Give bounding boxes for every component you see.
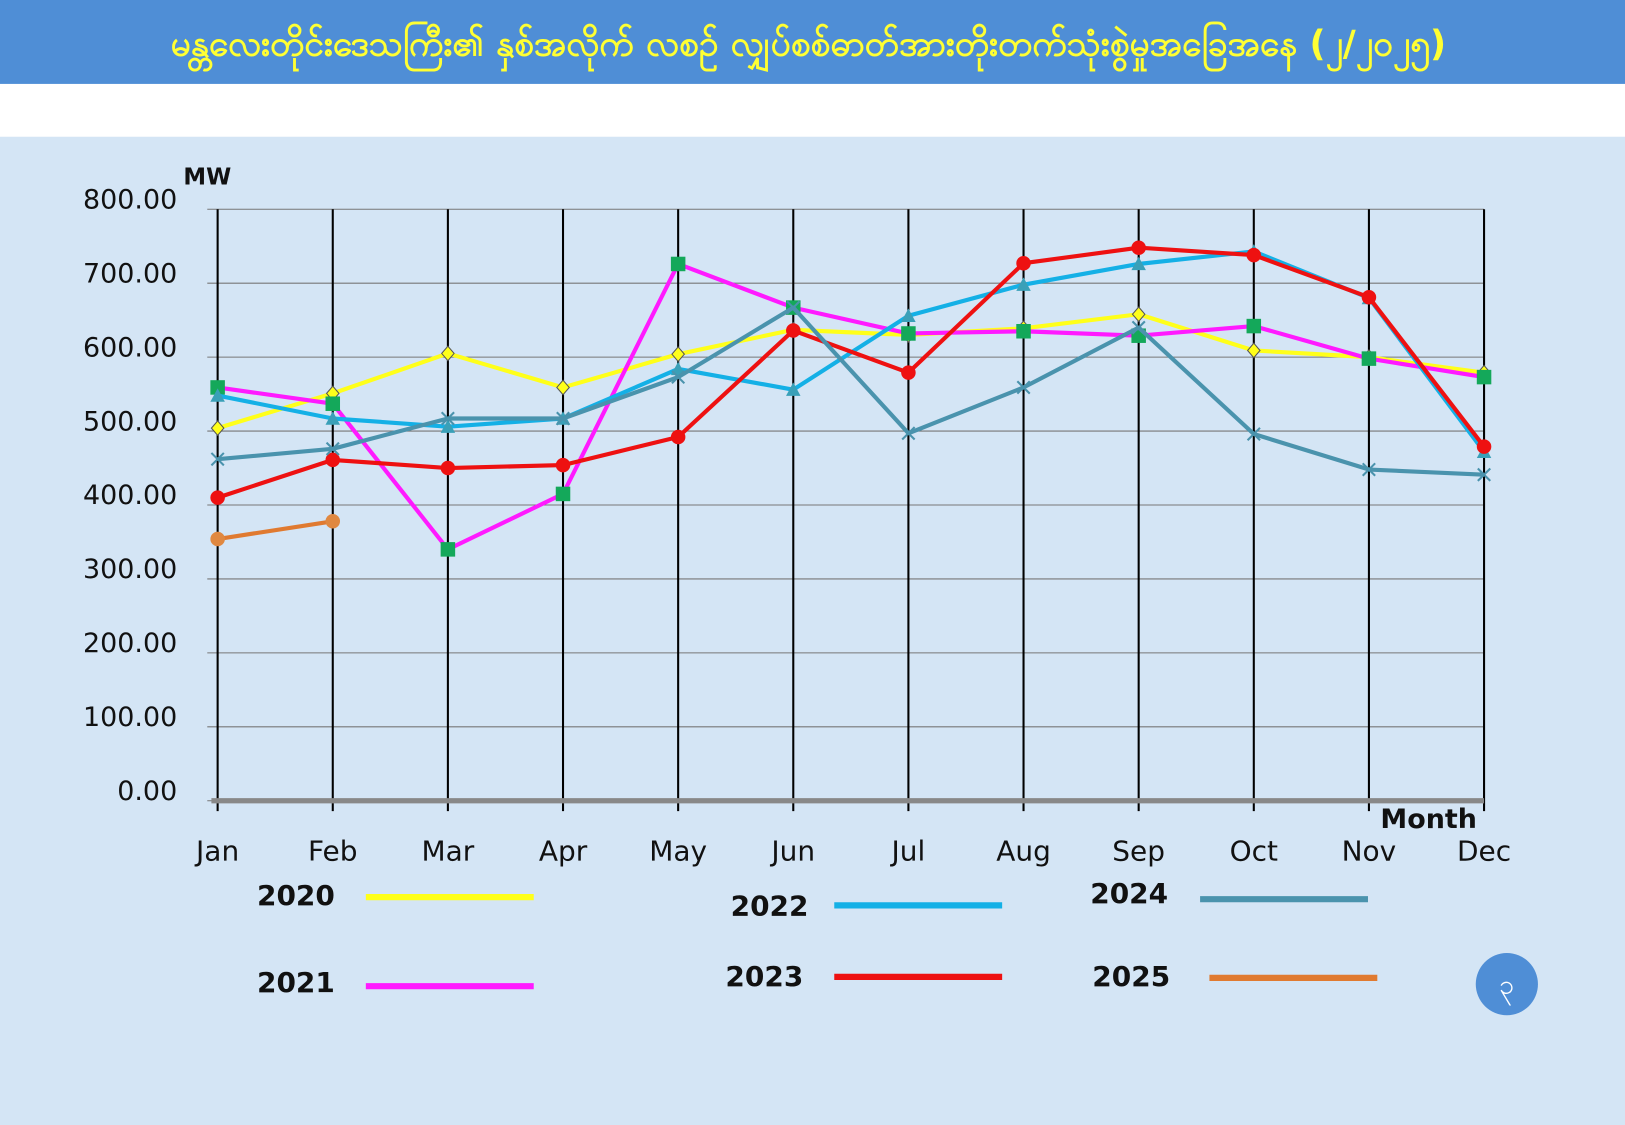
marker — [210, 420, 225, 437]
y-tick-label: 800.00 — [83, 184, 177, 215]
marker — [1361, 462, 1376, 477]
marker — [1016, 380, 1031, 395]
marker — [670, 256, 686, 272]
marker — [786, 300, 801, 315]
marker — [1477, 467, 1492, 482]
marker — [440, 542, 456, 557]
x-tick-label: Oct — [1230, 835, 1278, 868]
marker — [671, 346, 686, 363]
marker — [1246, 427, 1261, 441]
x-tick-label: Jul — [890, 835, 926, 868]
series-line — [217, 305, 1485, 477]
x-axis-label: Month — [1380, 804, 1477, 835]
marker — [210, 452, 225, 467]
legend-label: 2025 — [1092, 960, 1170, 993]
x-tick-label: Apr — [539, 835, 588, 868]
series-line — [217, 312, 1485, 431]
marker — [325, 411, 341, 425]
marker — [670, 361, 686, 376]
marker — [210, 531, 225, 547]
marker — [1361, 289, 1377, 305]
marker — [901, 308, 916, 322]
marker — [555, 457, 571, 473]
page-number: ၃ — [1499, 970, 1514, 1006]
y-tick-label: 600.00 — [83, 332, 177, 363]
marker — [670, 429, 686, 445]
chart-background — [0, 136, 1625, 1125]
marker — [325, 514, 341, 529]
marker — [555, 486, 571, 502]
marker — [1361, 351, 1377, 366]
y-tick-label: 400.00 — [83, 480, 177, 511]
marker — [325, 441, 340, 456]
marker — [440, 419, 456, 433]
marker — [1246, 342, 1261, 359]
marker — [1476, 439, 1492, 454]
legend-label: 2021 — [257, 966, 335, 999]
y-tick-label: 500.00 — [83, 406, 177, 437]
marker — [1016, 324, 1031, 339]
marker — [1476, 369, 1492, 385]
y-axis-label: MW — [183, 165, 231, 191]
marker — [556, 379, 570, 396]
series-line — [216, 245, 1486, 500]
x-tick-label: Dec — [1457, 835, 1511, 868]
marker — [556, 411, 570, 426]
y-tick-label: 300.00 — [83, 554, 177, 585]
marker — [901, 426, 916, 441]
marker — [210, 380, 225, 395]
legend-label: 2024 — [1090, 877, 1168, 910]
chart-title: မန္တလေးတိုင်းဒေသကြီး၏ နှစ်အလိုက် လစဉ် လျ… — [171, 22, 1447, 73]
x-tick-label: Jan — [194, 835, 239, 868]
series-line — [217, 519, 334, 542]
marker — [1016, 255, 1031, 271]
marker — [325, 396, 341, 411]
marker — [210, 388, 225, 402]
x-tick-label: Feb — [308, 835, 358, 868]
marker — [1016, 277, 1031, 291]
marker — [325, 452, 341, 468]
marker — [1131, 256, 1146, 271]
title-bar — [0, 0, 1625, 84]
marker — [1246, 247, 1262, 263]
x-tick-label: Aug — [996, 835, 1051, 868]
marker — [786, 382, 801, 396]
marker — [901, 326, 916, 341]
y-tick-label: 100.00 — [83, 702, 177, 733]
marker — [1131, 306, 1146, 323]
x-tick-label: Sep — [1112, 835, 1165, 868]
page-number-badge — [1475, 953, 1538, 1016]
marker — [671, 370, 686, 385]
marker — [1131, 320, 1146, 335]
y-tick-label: 200.00 — [83, 628, 177, 659]
marker — [786, 323, 801, 338]
legend-label: 2022 — [731, 889, 809, 922]
series-line — [217, 261, 1485, 552]
x-tick-label: Nov — [1342, 835, 1397, 868]
x-tick-label: Jun — [769, 835, 815, 868]
marker — [210, 490, 225, 505]
legend-label: 2020 — [257, 879, 335, 912]
x-tick-label: Mar — [421, 835, 474, 868]
legend-label: 2023 — [725, 960, 803, 993]
marker — [440, 345, 455, 362]
marker — [440, 460, 456, 476]
marker — [1131, 240, 1146, 255]
marker — [1246, 318, 1262, 334]
y-tick-label: 700.00 — [83, 258, 177, 289]
x-tick-label: May — [649, 835, 707, 868]
marker — [901, 365, 916, 380]
y-tick-label: 0.00 — [117, 776, 177, 807]
marker — [440, 411, 455, 426]
